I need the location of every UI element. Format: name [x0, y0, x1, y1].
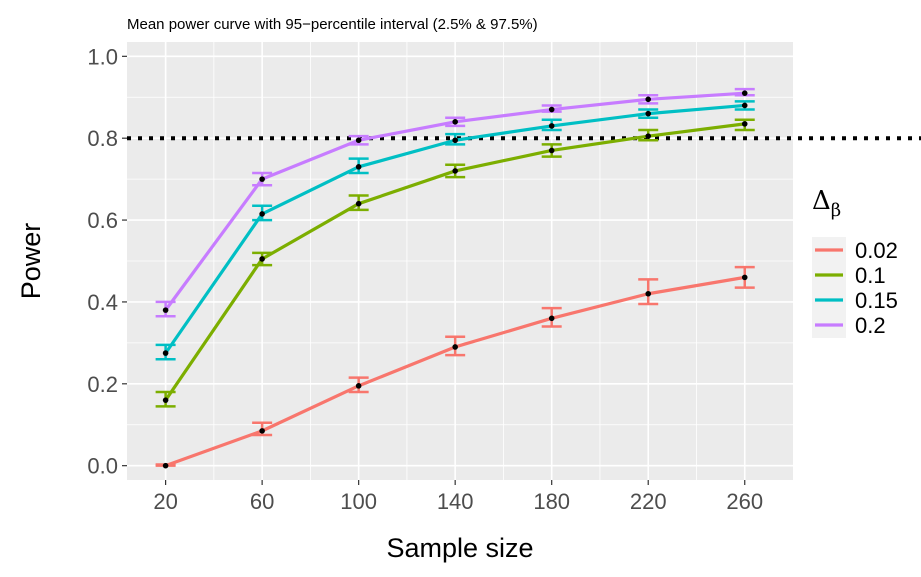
y-axis-title: Power	[16, 223, 46, 300]
data-point	[645, 290, 652, 297]
y-tick-label: 0.8	[87, 126, 118, 151]
data-point	[355, 164, 362, 170]
data-point	[259, 211, 265, 217]
legend-label: 0.2	[855, 313, 886, 338]
data-point	[645, 133, 652, 139]
y-tick-label: 0.0	[87, 454, 118, 479]
legend-title: Δβ	[812, 186, 841, 221]
data-point	[259, 428, 265, 434]
legend-title-subscript: β	[831, 200, 841, 221]
data-point	[548, 106, 555, 113]
data-point	[452, 344, 458, 350]
data-point	[645, 110, 652, 117]
x-tick-label: 20	[153, 489, 177, 514]
data-point	[548, 147, 555, 154]
y-axis: 0.0 0.2 0.4 0.6 0.8 1.0	[87, 44, 127, 479]
data-point	[452, 168, 458, 174]
data-point	[162, 307, 169, 313]
x-tick-label: 220	[630, 489, 667, 514]
data-point	[452, 137, 458, 144]
data-point	[548, 315, 555, 322]
y-tick-label: 0.4	[87, 290, 118, 315]
data-point	[741, 274, 748, 281]
legend: Δβ 0.020.10.150.2	[812, 186, 898, 338]
data-point	[355, 383, 362, 389]
legend-label: 0.02	[855, 238, 898, 263]
legend-item-0.15: 0.15	[812, 287, 898, 313]
series-0.02	[155, 265, 755, 469]
data-point	[548, 123, 555, 129]
data-point	[162, 397, 169, 403]
data-point	[259, 256, 265, 262]
x-axis-title: Sample size	[386, 533, 533, 563]
legend-label: 0.15	[855, 288, 898, 313]
data-point	[355, 200, 362, 207]
x-tick-label: 100	[340, 489, 377, 514]
data-point	[452, 119, 458, 125]
legend-title-delta: Δ	[812, 186, 831, 216]
x-tick-label: 180	[533, 489, 570, 514]
x-axis: 20 60 100 140 180 220 260	[153, 480, 763, 514]
y-tick-label: 0.6	[87, 208, 118, 233]
series-layer	[155, 87, 755, 469]
data-point	[355, 137, 362, 144]
series-0.1	[155, 118, 755, 408]
series-0.15	[155, 100, 755, 361]
data-point	[162, 462, 169, 469]
data-point	[162, 350, 169, 356]
x-tick-label: 60	[250, 489, 274, 514]
x-tick-label: 140	[437, 489, 474, 514]
y-tick-label: 0.2	[87, 372, 118, 397]
data-point	[741, 90, 748, 96]
legend-item-0.02: 0.02	[812, 237, 898, 263]
legend-label: 0.1	[855, 263, 886, 288]
data-point	[741, 121, 748, 127]
data-point	[645, 96, 652, 103]
data-point	[741, 102, 748, 109]
y-tick-label: 1.0	[87, 44, 118, 69]
chart-title: Mean power curve with 95−percentile inte…	[127, 16, 538, 33]
legend-items: 0.020.10.150.2	[812, 237, 898, 338]
x-tick-label: 260	[726, 489, 763, 514]
data-point	[259, 176, 265, 182]
legend-item-0.2: 0.2	[812, 312, 886, 338]
legend-item-0.1: 0.1	[812, 262, 886, 288]
series-0.2	[155, 87, 755, 318]
